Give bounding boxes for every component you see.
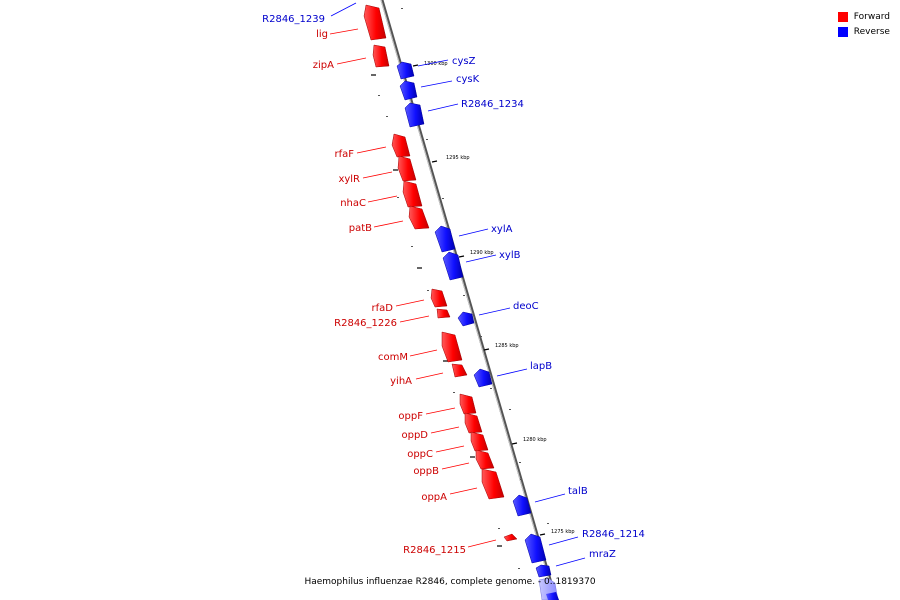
gene-rfaD[interactable]: rfaD — [372, 288, 448, 314]
gene-R2846_1239[interactable]: R2846_1239 — [262, 2, 357, 25]
gene-cysZ[interactable]: cysZ — [396, 56, 476, 80]
genome-caption: Haemophilus influenzae R2846, complete g… — [304, 577, 596, 587]
tick-label: 1290 kbp — [470, 250, 494, 256]
gene-label: oppA — [421, 492, 447, 503]
gene-label: lapB — [530, 361, 552, 372]
gene-nhaC[interactable]: nhaC — [340, 180, 423, 209]
gene-partial-bottom — [538, 577, 559, 600]
gene-label: oppB — [413, 466, 439, 477]
gene-mraZ[interactable]: mraZ — [535, 549, 616, 578]
gene-lapB[interactable]: lapB — [473, 361, 552, 388]
forward-swatch — [837, 11, 848, 22]
gene-oppB[interactable]: oppB — [413, 449, 495, 477]
gene-label: yihA — [390, 376, 412, 387]
gene-label: cysK — [456, 74, 480, 85]
gene-talB[interactable]: talB — [512, 486, 588, 517]
gene-label: xylA — [491, 224, 513, 235]
gene-R2846_1214[interactable]: R2846_1214 — [524, 529, 645, 564]
gene-oppA[interactable]: oppA — [421, 468, 505, 503]
gene-label: comM — [378, 352, 408, 363]
legend-item-reverse: Reverse — [837, 24, 890, 39]
gene-oppF[interactable]: oppF — [398, 393, 477, 422]
gene-deoC[interactable]: deoC — [457, 301, 539, 327]
gene-R2846_1234[interactable]: R2846_1234 — [404, 99, 524, 128]
gene-label: rfaD — [372, 303, 394, 314]
legend-label-forward: Forward — [853, 11, 890, 22]
gene-label: xylB — [499, 250, 521, 261]
gene-oppC[interactable]: oppC — [407, 431, 489, 460]
gene-label: cysZ — [452, 56, 476, 67]
tick-1295: 1295 kbp — [393, 155, 470, 171]
gene-R2846_1215[interactable]: R2846_1215 — [403, 533, 518, 556]
gene-label: talB — [568, 486, 588, 497]
gene-label: oppD — [401, 430, 428, 441]
tick-label: 1275 kbp — [551, 529, 575, 535]
tick-1290: 1290 kbp — [417, 250, 494, 269]
reverse-genes: R2846_1239 cysZ cysK R2846_1234 xylA xyl… — [262, 2, 645, 600]
tick-label: 1285 kbp — [495, 343, 519, 349]
gene-label: oppC — [407, 449, 433, 460]
gene-label: R2846_1239 — [262, 14, 325, 25]
gene-zipA[interactable]: zipA — [313, 44, 390, 71]
legend-item-forward: Forward — [837, 9, 890, 24]
gene-lig[interactable]: lig — [316, 4, 387, 41]
gene-R2846_1226[interactable]: R2846_1226 — [334, 308, 451, 329]
gene-label: mraZ — [589, 549, 616, 560]
gene-label: deoC — [513, 301, 539, 312]
gene-label: oppF — [398, 411, 423, 422]
reverse-swatch — [837, 26, 848, 37]
gene-xylR[interactable]: xylR — [338, 155, 417, 185]
tick-1275: 1275 kbp — [497, 529, 575, 547]
forward-genes: lig zipA rfaF xylR nhaC patB — [313, 4, 518, 556]
tick-label: 1295 kbp — [446, 155, 470, 161]
legend-label-reverse: Reverse — [853, 26, 890, 37]
gene-patB[interactable]: patB — [349, 205, 430, 234]
tick-1280: 1280 kbp — [470, 437, 547, 458]
gene-label: patB — [349, 223, 372, 234]
gene-comM[interactable]: comM — [378, 331, 463, 363]
gene-label: nhaC — [340, 198, 366, 209]
gene-xylB[interactable]: xylB — [442, 250, 521, 281]
major-ticks: 1300 kbp 1295 kbp 1290 kbp 1285 kbp 1280… — [371, 61, 575, 547]
gene-label: R2846_1234 — [461, 99, 524, 110]
gene-rfaF[interactable]: rfaF — [334, 133, 411, 160]
gene-cysK[interactable]: cysK — [399, 74, 480, 101]
minor-tick-dots — [378, 8, 549, 569]
tick-label: 1300 kbp — [424, 61, 448, 67]
gene-label: rfaF — [334, 149, 354, 160]
tick-1285: 1285 kbp — [443, 343, 519, 362]
gene-label: lig — [316, 29, 328, 40]
gene-xylA[interactable]: xylA — [434, 224, 513, 253]
tick-1300: 1300 kbp — [371, 61, 448, 76]
gene-label: R2846_1214 — [582, 529, 645, 540]
gene-oppD[interactable]: oppD — [401, 412, 483, 441]
tick-label: 1280 kbp — [523, 437, 547, 443]
gene-label: xylR — [338, 174, 360, 185]
gene-label: zipA — [313, 60, 334, 71]
gene-label: R2846_1215 — [403, 545, 466, 556]
gene-yihA[interactable]: yihA — [390, 363, 468, 387]
gene-label: R2846_1226 — [334, 318, 397, 329]
legend: Forward Reverse — [837, 9, 890, 39]
